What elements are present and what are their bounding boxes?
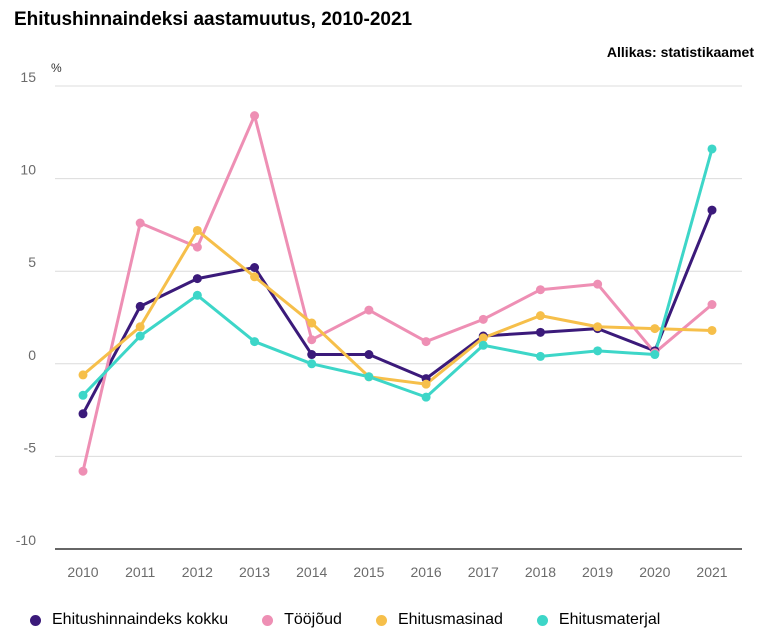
data-point xyxy=(307,335,317,345)
data-point xyxy=(593,322,603,332)
y-tick-label: 0 xyxy=(28,347,36,363)
data-point xyxy=(707,325,717,335)
data-point xyxy=(250,262,260,272)
data-point xyxy=(535,351,545,361)
y-tick-label: 10 xyxy=(20,162,36,178)
data-point xyxy=(135,331,145,341)
data-point xyxy=(650,350,660,360)
data-point xyxy=(707,205,717,215)
x-tick-label: 2018 xyxy=(525,564,556,580)
y-tick-label: -5 xyxy=(24,439,37,455)
data-point xyxy=(135,301,145,311)
y-tick-label: -10 xyxy=(16,532,36,548)
data-point xyxy=(593,346,603,356)
source-label: Allikas: statistikaamet xyxy=(606,44,754,60)
data-point xyxy=(135,322,145,332)
data-point xyxy=(421,337,431,347)
x-tick-label: 2021 xyxy=(696,564,727,580)
legend-item: Ehitusmasinad xyxy=(375,611,503,629)
legend-item: Ehitushinnaindeks kokku xyxy=(30,611,228,629)
data-point xyxy=(593,279,603,289)
legend: Ehitushinnaindeks kokku Tööjõud Ehitusmasi… xyxy=(30,611,694,629)
y-tick-label: 5 xyxy=(28,254,36,270)
series-points xyxy=(78,111,717,476)
x-tick-label: 2019 xyxy=(582,564,613,580)
data-point xyxy=(250,111,260,121)
x-tick-label: 2013 xyxy=(239,564,270,580)
data-point xyxy=(78,370,88,380)
data-point xyxy=(535,285,545,295)
legend-swatch xyxy=(536,614,548,626)
data-point xyxy=(478,340,488,350)
data-point xyxy=(307,359,317,369)
legend-label: Ehitushinnaindeks kokku xyxy=(52,611,229,628)
data-point xyxy=(478,314,488,324)
x-tick-label: 2012 xyxy=(182,564,213,580)
chart-title: Ehitushinnaindeksi aastamuutus, 2010-202… xyxy=(14,9,413,30)
series-line xyxy=(81,148,714,399)
data-point xyxy=(250,337,260,347)
data-point xyxy=(535,327,545,337)
x-tick-label: 2015 xyxy=(353,564,384,580)
data-point xyxy=(707,144,717,154)
legend-label: Ehitusmaterjal xyxy=(558,611,661,628)
data-point xyxy=(421,392,431,402)
x-tick-label: 2010 xyxy=(67,564,98,580)
y-axis-ticks: 15 10 5 0 -5 -10 xyxy=(16,69,36,548)
data-point xyxy=(307,318,317,328)
data-point xyxy=(535,311,545,321)
x-tick-label: 2011 xyxy=(125,564,155,580)
series-lines xyxy=(81,114,714,472)
data-point xyxy=(478,333,488,343)
legend-item: Tööjõud xyxy=(262,611,342,629)
legend-swatch xyxy=(30,614,41,626)
x-axis-ticks: 2010 2011 2012 2013 2014 2015 2016 2017 2018 2019… xyxy=(67,564,727,580)
x-tick-label: 2014 xyxy=(296,564,327,580)
series-line xyxy=(81,114,713,472)
data-point xyxy=(192,242,202,252)
data-point xyxy=(192,225,202,235)
gridlines xyxy=(55,85,742,550)
data-point xyxy=(135,218,145,228)
data-point xyxy=(250,272,260,282)
data-point xyxy=(421,379,431,389)
legend-label: Ehitusmasinad xyxy=(397,611,503,628)
y-tick-label: 15 xyxy=(20,69,36,85)
series-line xyxy=(82,228,713,386)
y-axis-unit: % xyxy=(51,61,62,75)
data-point xyxy=(78,390,88,400)
x-tick-label: 2017 xyxy=(468,564,499,580)
data-point xyxy=(307,350,317,360)
data-point xyxy=(364,372,374,382)
legend-swatch xyxy=(375,614,387,626)
data-point xyxy=(192,290,202,300)
data-point xyxy=(650,324,660,334)
legend-swatch xyxy=(262,614,274,626)
data-point xyxy=(78,466,88,476)
legend-label: Tööjõud xyxy=(284,611,342,628)
legend-item: Ehitusmaterjal xyxy=(536,611,661,629)
x-tick-label: 2016 xyxy=(411,564,442,580)
series-line xyxy=(81,209,714,415)
data-point xyxy=(192,274,202,284)
data-point xyxy=(364,350,374,360)
data-point xyxy=(707,300,717,310)
data-point xyxy=(364,305,374,315)
x-tick-label: 2020 xyxy=(639,564,670,580)
data-point xyxy=(78,409,88,419)
